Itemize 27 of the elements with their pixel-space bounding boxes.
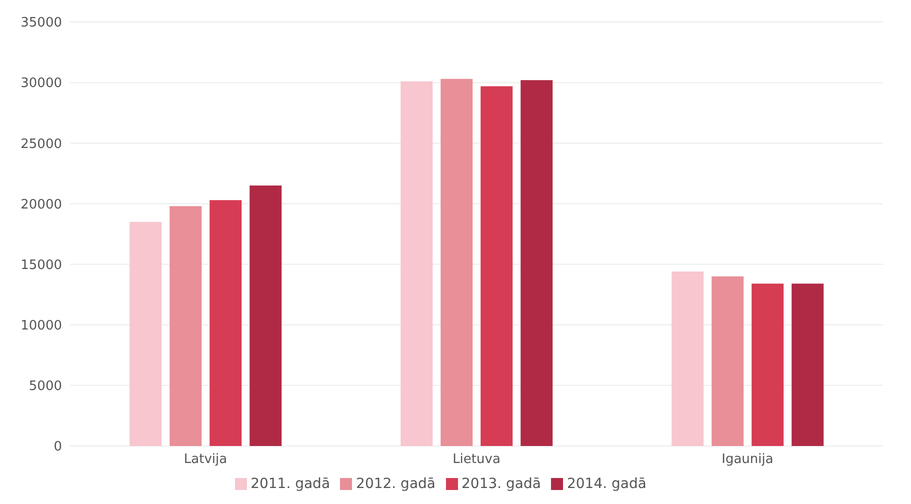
y-tick-label: 10000 [20, 318, 62, 334]
y-tick-label: 35000 [20, 16, 62, 31]
x-tick-label: Lietuva [452, 452, 500, 468]
y-tick-label: 0 [54, 440, 62, 455]
legend-label: 2014. gadā [566, 476, 646, 492]
legend-label: 2011. gadā [250, 476, 330, 492]
bar [672, 272, 704, 446]
bar [210, 200, 242, 446]
bar [712, 276, 744, 446]
x-tick-label: Igaunija [722, 452, 774, 468]
x-tick-label: Latvija [184, 452, 228, 468]
y-tick-label: 15000 [20, 258, 62, 273]
legend-label: 2013. gadā [462, 476, 541, 492]
bar [520, 80, 553, 446]
bar [440, 78, 473, 446]
y-tick-label: 20000 [20, 197, 62, 212]
y-tick-label: 25000 [20, 136, 62, 152]
bar [480, 86, 513, 446]
bar [130, 222, 162, 446]
y-tick-label: 30000 [20, 76, 62, 92]
bar [250, 186, 282, 446]
y-tick-label: 5000 [28, 379, 62, 394]
bar [170, 206, 202, 446]
bar [792, 284, 824, 446]
bar [752, 284, 784, 446]
legend-label: 2012. gadā [356, 476, 436, 492]
bar [400, 81, 433, 446]
